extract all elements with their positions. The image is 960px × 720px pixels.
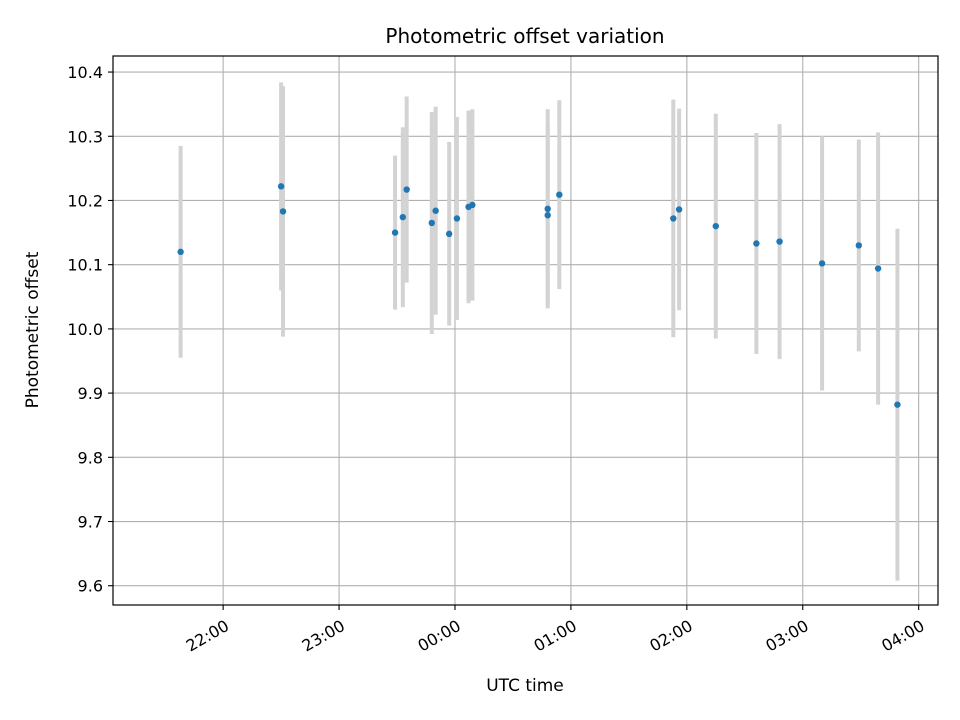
data-point [753,240,760,247]
data-point [855,242,862,249]
y-tick-label: 9.8 [78,448,103,467]
y-tick-label: 9.9 [78,384,103,403]
y-axis-ticks: 9.6 9.7 9.8 9.9 10.0 10.1 10.2 10.3 10.4 [67,63,113,596]
y-tick-label: 10.0 [67,320,103,339]
data-point [776,238,783,245]
data-point [874,265,882,272]
data-point [712,222,720,230]
y-tick-label: 10.1 [67,256,103,275]
data-point [670,215,677,222]
data-point [391,229,399,236]
y-tick-label: 9.6 [78,577,103,596]
data-point [399,213,407,221]
plot-frame [112,55,939,606]
y-tick-label: 10.4 [67,63,103,82]
data-point [469,201,476,209]
grid-lines [113,56,938,605]
chart-title: Photometric offset variation [385,24,664,48]
data-point [403,186,410,193]
data-points [177,183,901,408]
data-point [277,183,285,190]
data-point [818,260,826,267]
data-point [675,206,683,213]
data-point [556,191,563,198]
data-point [894,401,901,408]
x-axis-title: UTC time [486,676,564,696]
data-point [453,215,461,222]
data-point [279,208,287,215]
data-point [428,219,435,227]
data-point [177,248,184,256]
y-axis-title: Photometric offset [23,251,43,408]
data-point [544,212,551,219]
data-point [445,230,453,238]
y-tick-label: 10.3 [67,127,103,146]
data-point [544,205,551,213]
data-point [432,207,439,214]
y-tick-label: 10.2 [67,191,103,210]
y-tick-label: 9.7 [78,513,103,532]
